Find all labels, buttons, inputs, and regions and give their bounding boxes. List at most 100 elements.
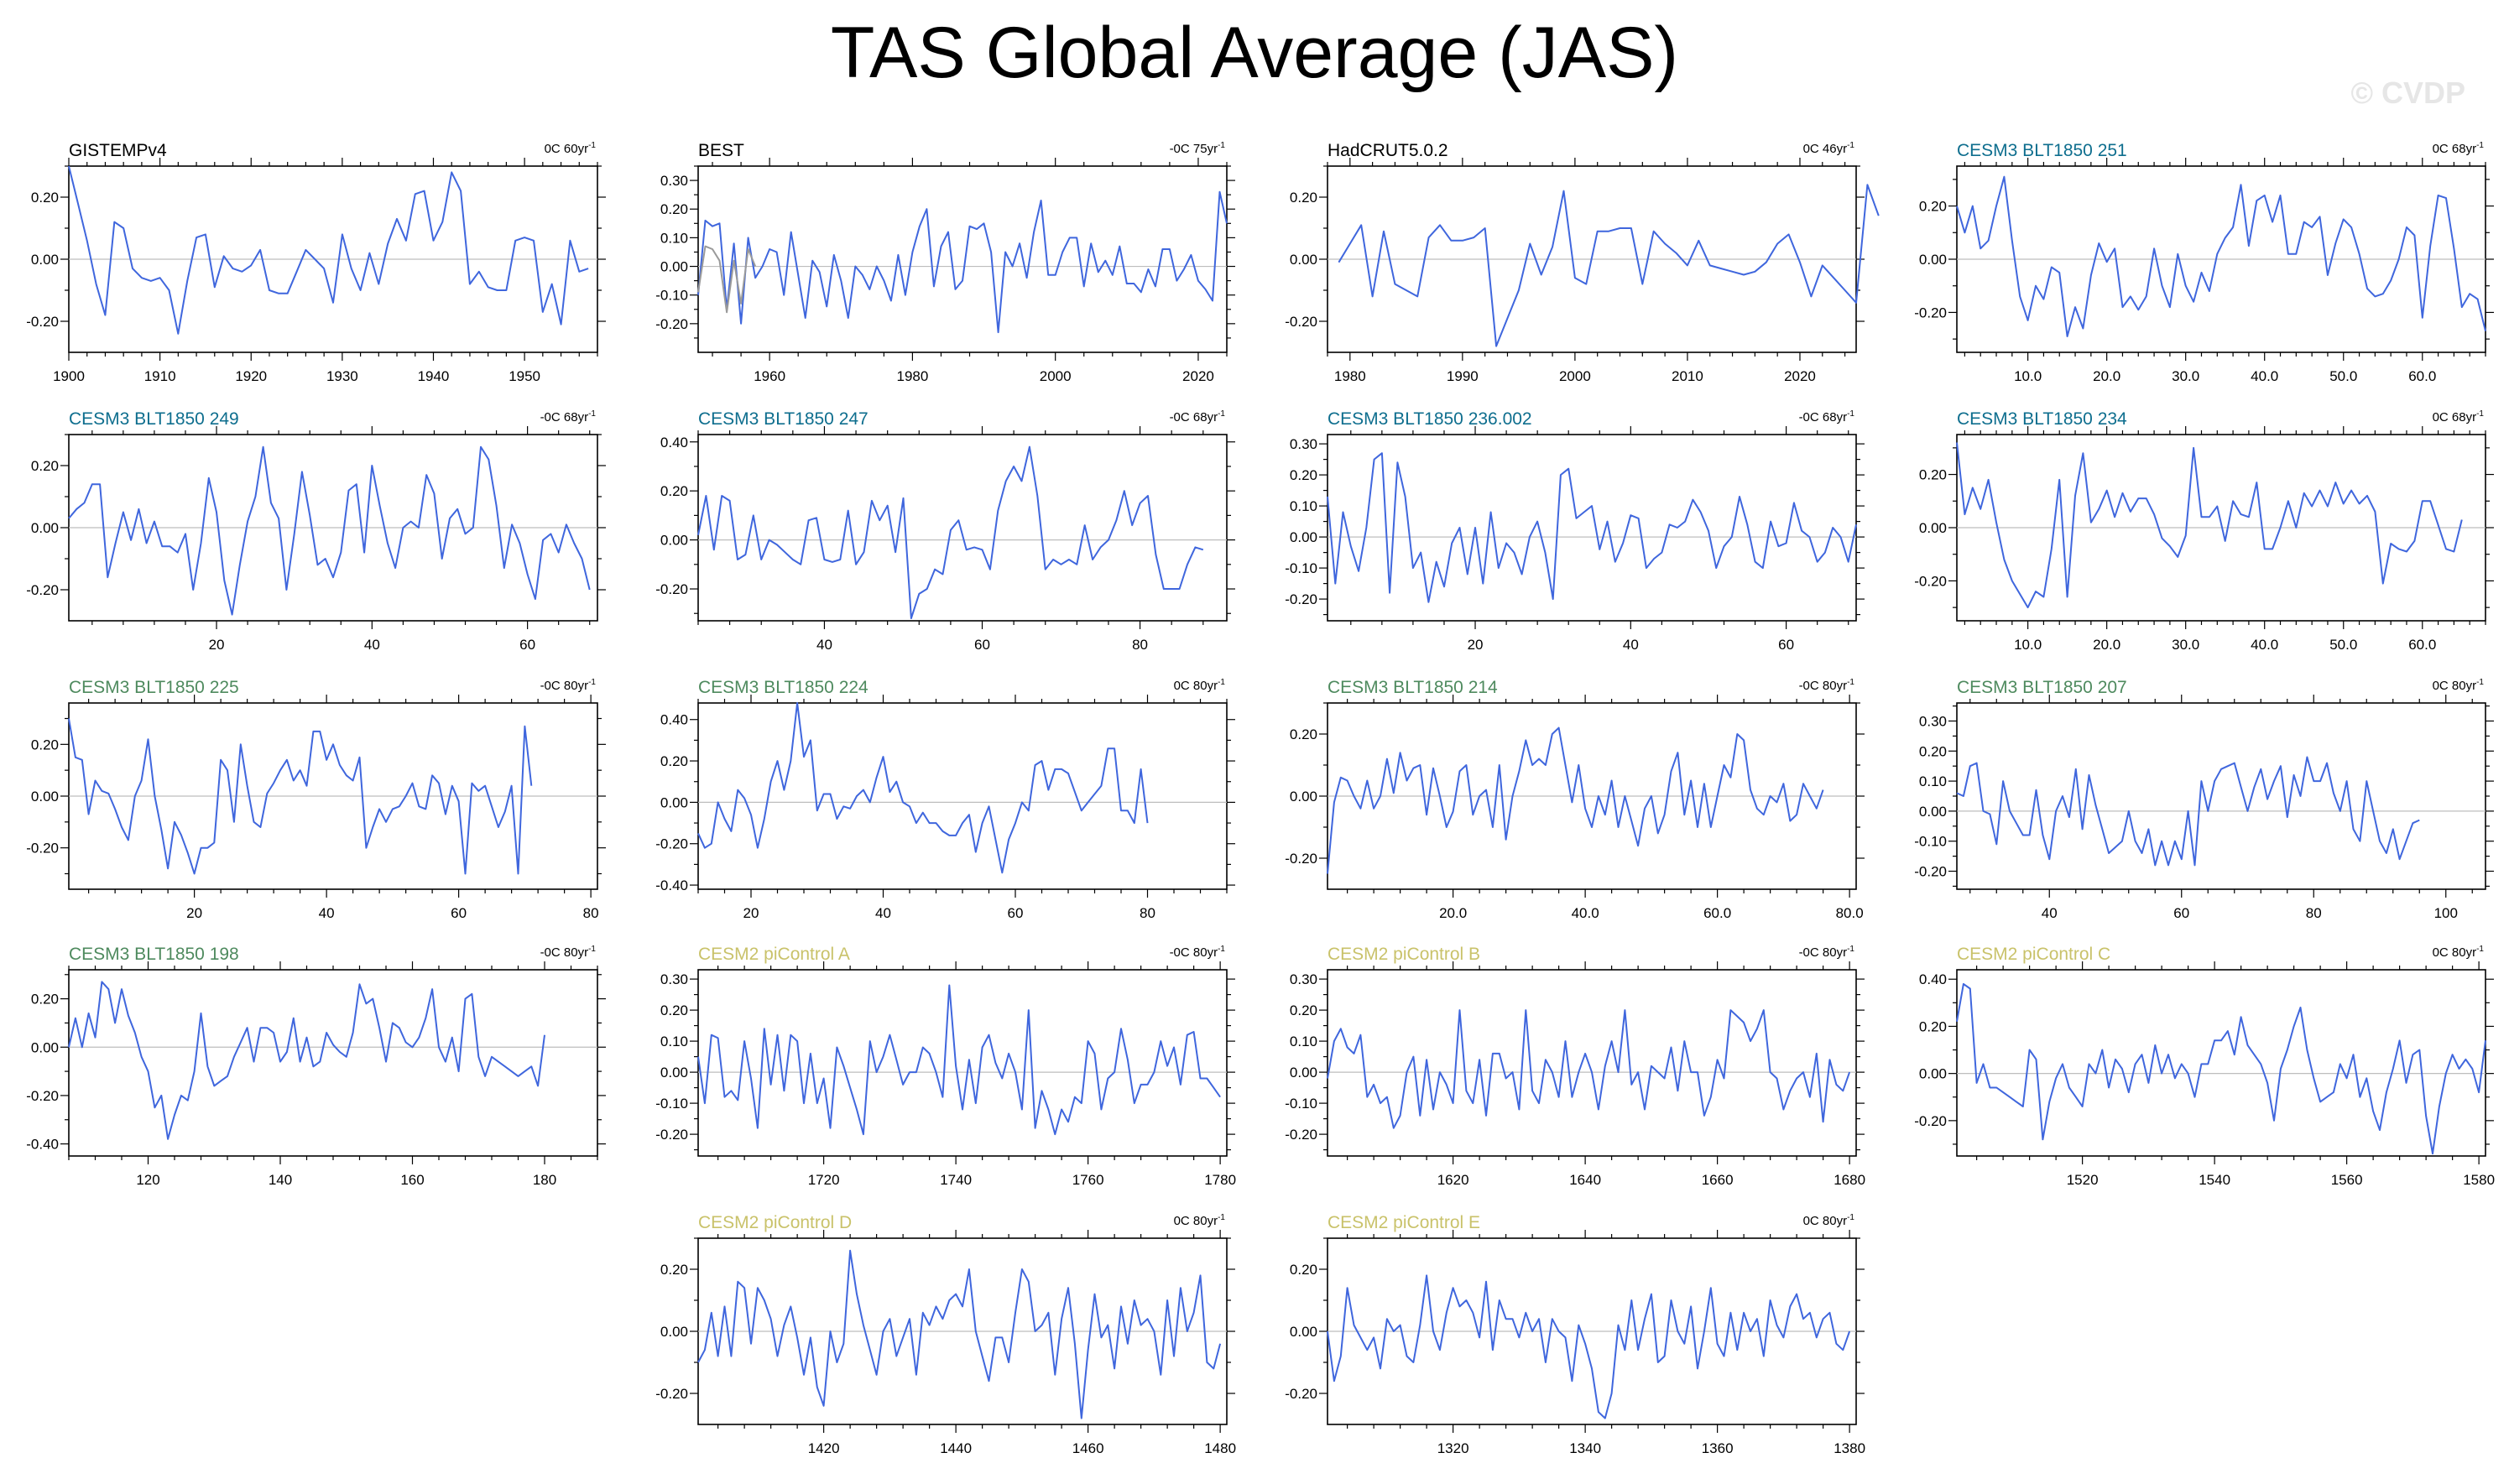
- panel-17: CESM2 piControl D 0C 80yr-1 -0.20 0.00 0.20 1…: [655, 1213, 1236, 1456]
- y-tick-label: 0.40: [660, 712, 688, 728]
- y-tick-label: 0.20: [1290, 1262, 1317, 1278]
- x-tick-label: 80: [1140, 905, 1155, 921]
- trend-label: -0C 80yr-1: [540, 678, 597, 693]
- x-tick-label: 1920: [235, 368, 267, 384]
- panel-12: CESM3 BLT1850 207 0C 80yr-1 -0.20 -0.10 0.00…: [1914, 678, 2494, 921]
- trend-label: -0C 68yr-1: [1170, 409, 1226, 424]
- y-tick-label: 0.00: [1290, 789, 1317, 804]
- y-tick-label: -0.20: [1914, 573, 1947, 589]
- x-tick-label: 1680: [1834, 1172, 1865, 1188]
- x-tick-label: 50.0: [2329, 368, 2357, 384]
- panel-title: CESM3 BLT1850 224: [698, 678, 868, 697]
- plot-frame: [1327, 434, 1857, 622]
- x-tick-label: 100: [2434, 905, 2458, 921]
- y-tick-label: 0.00: [1919, 252, 1947, 268]
- x-tick-label: 1460: [1072, 1440, 1104, 1456]
- y-tick-label: -0.20: [1285, 591, 1317, 607]
- y-tick-label: -0.20: [1914, 864, 1947, 880]
- y-tick-label: 0.00: [31, 520, 59, 536]
- y-tick-label: 0.20: [31, 737, 59, 752]
- x-tick-label: 20.0: [1439, 905, 1467, 921]
- x-tick-label: 2020: [1784, 368, 1816, 384]
- plot-frame: [697, 969, 1228, 1157]
- x-tick-label: 80.0: [1836, 905, 1864, 921]
- x-tick-label: 40: [875, 905, 891, 921]
- x-tick-label: 20.0: [2093, 637, 2120, 653]
- x-tick-label: 20.0: [2093, 368, 2120, 384]
- x-tick-label: 1660: [1702, 1172, 1734, 1188]
- panel-4: CESM3 BLT1850 251 0C 68yr-1 -0.20 0.00 0.20 1…: [1914, 141, 2494, 384]
- y-tick-label: 0.00: [1919, 520, 1947, 536]
- trend-label: -0C 68yr-1: [1799, 409, 1855, 424]
- panel-title: CESM3 BLT1850 234: [1957, 409, 2127, 429]
- series-line: [1956, 982, 2486, 1155]
- panel-9: CESM3 BLT1850 225 -0C 80yr-1 -0.20 0.00 0.20…: [26, 678, 606, 921]
- y-tick-label: -0.20: [1285, 851, 1317, 867]
- panel-title: CESM3 BLT1850 207: [1957, 678, 2127, 697]
- y-tick-label: 0.10: [660, 230, 688, 246]
- y-tick-label: 0.20: [660, 1262, 688, 1278]
- x-tick-label: 40: [1623, 637, 1639, 653]
- series-line: [1956, 175, 2486, 337]
- x-tick-label: 60: [2173, 905, 2189, 921]
- y-tick-label: -0.10: [1285, 1096, 1317, 1112]
- x-tick-label: 1960: [754, 368, 785, 384]
- panel-1: GISTEMPv4 0C 60yr-1 -0.20 0.00 0.20 1900 1910 1…: [26, 141, 606, 384]
- trend-label: 0C 46yr-1: [1803, 141, 1855, 156]
- x-tick-label: 140: [269, 1172, 292, 1188]
- x-tick-label: 60.0: [2408, 368, 2436, 384]
- series-line: [1338, 184, 1880, 347]
- x-tick-label: 2000: [1559, 368, 1591, 384]
- series-line-grey: [697, 245, 757, 314]
- series-line: [1956, 756, 2420, 867]
- series-line: [1327, 1009, 1851, 1129]
- panel-16: CESM2 piControl C 0C 80yr-1 -0.20 0.00 0.20 0…: [1914, 945, 2495, 1188]
- x-tick-label: 1560: [2331, 1172, 2363, 1188]
- x-tick-label: 1720: [808, 1172, 840, 1188]
- x-tick-label: 60.0: [2408, 637, 2436, 653]
- panel-2: BEST -0C 75yr-1 -0.20 -0.10 0.00 0.10 0.20 0.30…: [655, 141, 1235, 384]
- y-tick-label: 0.30: [1290, 436, 1317, 452]
- y-tick-label: -0.10: [1285, 560, 1317, 576]
- x-tick-label: 1640: [1569, 1172, 1601, 1188]
- y-tick-label: -0.20: [655, 836, 688, 852]
- series-line: [697, 1249, 1222, 1419]
- y-tick-label: 0.30: [660, 173, 688, 189]
- series-line: [68, 165, 589, 335]
- y-tick-label: -0.20: [1914, 1113, 1947, 1129]
- x-tick-label: 1320: [1437, 1440, 1469, 1456]
- x-tick-label: 80: [2306, 905, 2322, 921]
- y-tick-label: 0.00: [660, 794, 688, 810]
- x-tick-label: 10.0: [2014, 637, 2042, 653]
- panel-title: CESM2 piControl D: [698, 1213, 852, 1232]
- y-tick-label: -0.20: [655, 1386, 688, 1402]
- x-tick-label: 30.0: [2172, 368, 2199, 384]
- x-tick-label: 1990: [1447, 368, 1479, 384]
- panel-title: CESM3 BLT1850 247: [698, 409, 868, 429]
- y-tick-label: 0.20: [660, 201, 688, 217]
- y-tick-label: 0.00: [1290, 252, 1317, 268]
- plot-frame: [1956, 969, 2486, 1157]
- y-tick-label: 0.40: [1919, 971, 1947, 987]
- y-tick-label: 0.20: [660, 1002, 688, 1018]
- x-tick-label: 1420: [808, 1440, 840, 1456]
- x-tick-label: 1540: [2199, 1172, 2230, 1188]
- panel-title: CESM3 BLT1850 225: [69, 678, 239, 697]
- y-tick-label: -0.20: [1914, 305, 1947, 320]
- y-tick-label: 0.00: [31, 1039, 59, 1055]
- series-line: [697, 702, 1149, 874]
- y-tick-label: 0.00: [660, 1324, 688, 1340]
- x-tick-label: 20: [743, 905, 759, 921]
- panel-13: CESM3 BLT1850 198 -0C 80yr-1 -0.40 -0.20 0.0…: [26, 945, 606, 1188]
- x-tick-label: 50.0: [2329, 637, 2357, 653]
- x-tick-label: 20: [1468, 637, 1484, 653]
- panel-title: CESM2 piControl E: [1328, 1213, 1480, 1232]
- x-tick-label: 60: [1778, 637, 1794, 653]
- panel-title: CESM2 piControl B: [1328, 945, 1480, 964]
- y-tick-label: 0.30: [1290, 971, 1317, 987]
- panel-5: CESM3 BLT1850 249 -0C 68yr-1 -0.20 0.00 0.20…: [26, 409, 606, 653]
- panel-title: BEST: [698, 141, 744, 160]
- y-tick-label: -0.20: [655, 316, 688, 332]
- x-tick-label: 40: [816, 637, 832, 653]
- y-tick-label: -0.20: [1285, 314, 1317, 330]
